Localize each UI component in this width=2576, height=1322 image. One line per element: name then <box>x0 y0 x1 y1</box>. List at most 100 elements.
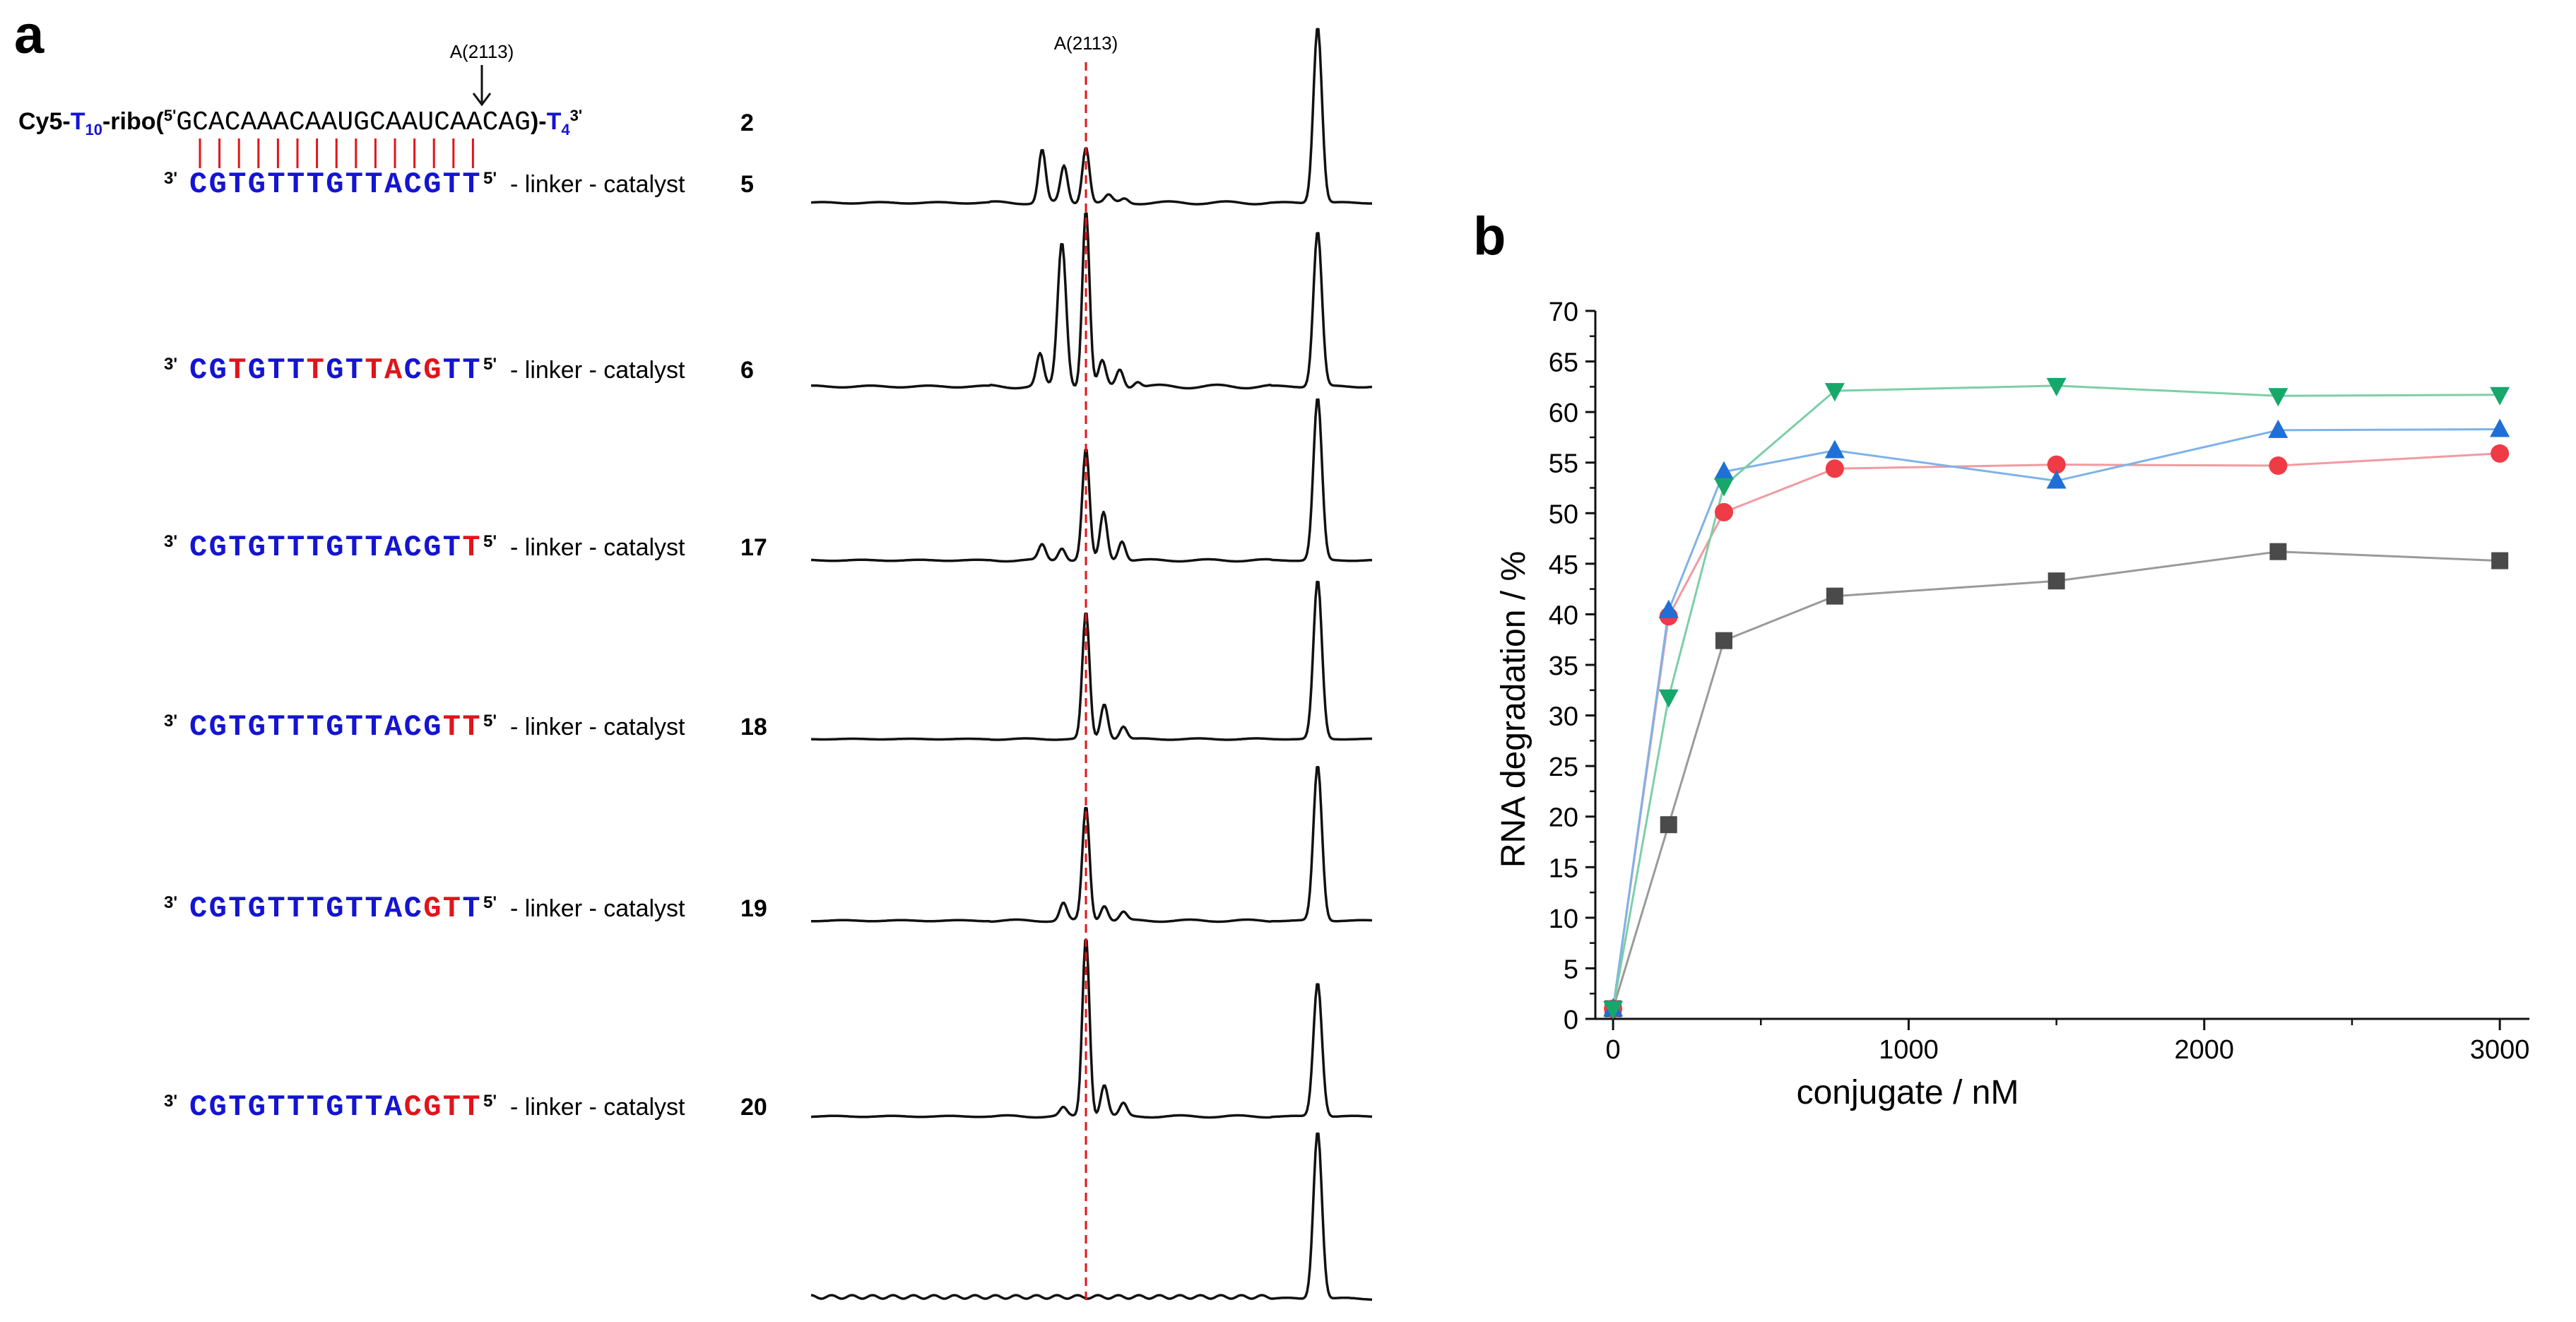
data-point-triangle <box>1713 461 1734 480</box>
conjugate-number: 18 <box>740 714 767 740</box>
sequence-base: T <box>443 531 461 565</box>
sequence-base: T <box>345 892 363 926</box>
sequence-base: T <box>462 167 480 201</box>
data-point-square <box>1715 632 1732 649</box>
sequence-base: T <box>307 1090 324 1124</box>
sequence-base: T <box>365 531 382 565</box>
sequence-base: A <box>384 1090 403 1124</box>
electropherogram-trace <box>811 766 1373 923</box>
sequence-base: G <box>326 1090 343 1124</box>
data-point-square <box>2269 543 2287 560</box>
data-point-square <box>1660 816 1677 834</box>
data-point-circle <box>2047 455 2066 474</box>
sequence-base: T <box>443 353 461 387</box>
sequence-base: T <box>462 353 480 387</box>
sequence-base: T <box>345 1090 363 1124</box>
conjugate-number: 6 <box>740 357 754 384</box>
sequence-base: C <box>404 167 422 201</box>
sequence-base: T <box>287 531 305 565</box>
sequence-base: G <box>248 353 266 387</box>
sequence-base: T <box>462 1090 480 1124</box>
sequence-base: T <box>443 892 461 926</box>
substrate-ribo: -ribo( <box>102 108 165 135</box>
sequence-base: G <box>326 531 343 565</box>
sequence-base: G <box>209 892 227 926</box>
five-prime-label: 5' <box>483 169 497 188</box>
sequence-base: T <box>267 353 285 387</box>
conjugate-row: 3' C G T G T T T G T T A C G T T 5' - linker - catalyst 5 <box>164 167 754 201</box>
y-tick-label: 50 <box>1549 500 1578 529</box>
x-tick-label: 3000 <box>2470 1035 2530 1065</box>
sequence-base: T <box>307 710 324 744</box>
chart-axes: 0 5 10 15 20 25 30 35 40 45 50 55 60 65 70 0 1000 2000 300… <box>1549 297 2530 1065</box>
electropherogram-trace <box>810 580 1372 741</box>
y-tick-label: 10 <box>1549 904 1578 934</box>
five-prime-label: 5' <box>483 532 497 551</box>
substrate-5prime: 5' <box>164 107 176 124</box>
substrate-t4: T <box>547 108 562 135</box>
electropherogram-trace <box>811 398 1373 563</box>
three-prime-label: 3' <box>164 1092 177 1111</box>
three-prime-label: 3' <box>164 169 177 188</box>
sequence-base: G <box>209 167 227 201</box>
sequence-base: C <box>404 892 422 926</box>
conjugate-rows: 3' C G T G T T T G T T A C G T T 5' - linker - catalyst 53… <box>164 167 767 1124</box>
sequence-base: T <box>345 531 363 565</box>
svg-text:Cy5-T10-ribo(5'GCACAAACAAUGCAA: Cy5-T10-ribo(5'GCACAAACAAUGCAAUCAACAG)-T… <box>18 107 582 138</box>
sequence-base: T <box>365 892 382 926</box>
sequence-base: G <box>423 1090 441 1124</box>
sequence-base: G <box>248 710 266 744</box>
y-axis-label: RNA degradation / % <box>1495 551 1532 868</box>
five-prime-label: 5' <box>483 355 497 374</box>
panel-a-label: a <box>14 5 45 65</box>
five-prime-label: 5' <box>483 712 497 731</box>
electropherogram-trace <box>811 212 1373 390</box>
data-point-triangle-down <box>2490 386 2510 406</box>
linker-catalyst-label: - linker - catalyst <box>510 534 685 561</box>
three-prime-label: 3' <box>164 893 177 912</box>
sequence-base: T <box>307 167 324 201</box>
sequence-base: C <box>189 531 207 565</box>
sequence-base: T <box>307 531 324 565</box>
sequence-base: A <box>384 710 403 744</box>
y-tick-label: 65 <box>1549 348 1578 378</box>
data-point-triangle <box>2268 419 2288 438</box>
sequence-base: T <box>345 353 363 387</box>
sequence-base: G <box>423 710 441 744</box>
series-line <box>1612 550 2500 1010</box>
sequence-base: G <box>423 531 441 565</box>
sequence-base: G <box>423 892 441 926</box>
data-point-triangle-down <box>2268 388 2288 407</box>
linker-catalyst-label: - linker - catalyst <box>510 1094 685 1121</box>
sequence-base: A <box>384 892 403 926</box>
conjugate-row: 3' C G T G T T T G T T A C G T T 5' - linker - catalyst 19 <box>164 892 767 926</box>
sequence-base: G <box>209 353 227 387</box>
y-tick-label: 40 <box>1549 601 1578 630</box>
sequence-base: T <box>228 531 246 565</box>
sequence-base: G <box>248 1090 266 1124</box>
base-pairing-lines <box>199 138 474 168</box>
y-tick-label: 45 <box>1549 550 1578 580</box>
sequence-base: T <box>307 892 324 926</box>
sequence-base: T <box>345 167 363 201</box>
substrate-t4-sub: 4 <box>561 121 570 138</box>
sequence-base: T <box>228 1090 246 1124</box>
series-line <box>1612 428 2500 1009</box>
y-tick-label: 55 <box>1549 449 1578 479</box>
sequence-base: A <box>384 353 403 387</box>
sequence-base: T <box>443 167 461 201</box>
substrate-sequence: GCACAAACAAUGCAAUCAACAG <box>176 107 531 138</box>
conjugate-row: 3' C G T G T T T G T T A C G T T 5' - linker - catalyst 17 <box>164 531 767 565</box>
linker-catalyst-label: - linker - catalyst <box>510 357 685 384</box>
y-tick-label: 5 <box>1564 955 1578 984</box>
sequence-base: T <box>287 167 305 201</box>
conjugate-number: 17 <box>740 534 767 561</box>
sequence-base: G <box>248 167 266 201</box>
sequence-base: T <box>267 167 285 201</box>
sequence-base: T <box>287 710 305 744</box>
x-tick-label: 1000 <box>1879 1035 1939 1065</box>
conjugate-number: 19 <box>740 895 767 922</box>
sequence-base: G <box>326 353 343 387</box>
sequence-base: T <box>287 353 305 387</box>
